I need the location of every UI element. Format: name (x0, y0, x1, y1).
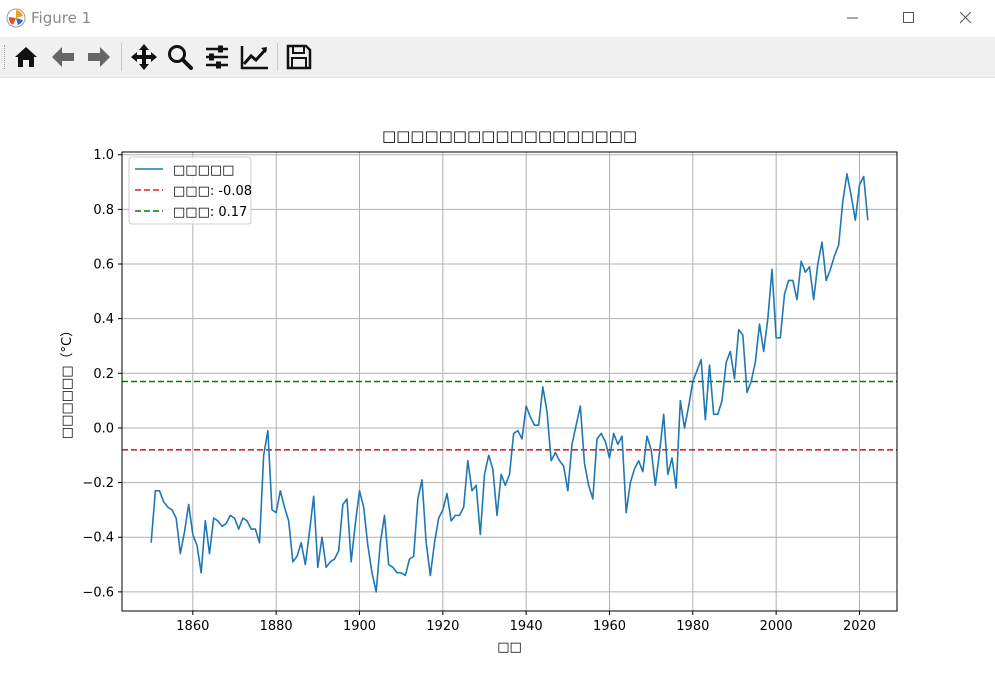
y-tick-label: −0.6 (82, 585, 114, 600)
navigation-toolbar (0, 37, 995, 78)
back-arrow-icon (52, 47, 74, 67)
y-tick-label: 0.0 (93, 421, 114, 436)
legend: □□□□□ □□□: -0.08 □□□: 0.17 (128, 156, 252, 225)
y-tick-label: 0.8 (93, 203, 114, 218)
home-button[interactable] (10, 41, 42, 73)
x-tick-label: 1860 (176, 619, 209, 634)
toolbar-separator (121, 43, 122, 71)
forward-button[interactable] (83, 41, 115, 73)
reference-lines (122, 380, 897, 451)
legend-label-temperature: □□□□□ (173, 163, 234, 178)
series-lines (150, 173, 869, 593)
x-tick-label: 2000 (760, 619, 793, 634)
minimize-button[interactable] (830, 0, 876, 36)
forward-arrow-icon (88, 47, 110, 67)
home-icon (15, 47, 37, 67)
y-axis-label: □□□□□□（°C） (60, 324, 75, 439)
legend-label-red-reference: □□□: -0.08 (173, 184, 252, 199)
toolbar-grip (4, 45, 7, 69)
x-axis-label: □□ (497, 640, 522, 655)
window-titlebar: Figure 1 (0, 0, 995, 36)
x-tick-label: 1940 (510, 619, 543, 634)
close-button[interactable] (943, 0, 989, 36)
y-tick-label: 0.2 (93, 367, 114, 382)
x-tick-label: 1960 (593, 619, 626, 634)
subplots-config-icon (206, 45, 228, 69)
toolbar-separator (277, 43, 278, 71)
x-tick-label: 1900 (343, 619, 376, 634)
figure-canvas[interactable]: 1860 1880 1900 1920 1940 1960 1980 2000 2020 −0.6… (0, 78, 995, 675)
window-title: Figure 1 (31, 9, 92, 27)
y-tick-label: 0.6 (93, 258, 114, 273)
axis-ticks: 1860 1880 1900 1920 1940 1960 1980 2000 2020 −0.6… (82, 148, 876, 634)
y-tick-label: 0.4 (93, 312, 114, 327)
x-tick-label: 1920 (426, 619, 459, 634)
edit-curves-icon (240, 46, 268, 70)
close-icon (960, 12, 972, 24)
axes-frame (121, 151, 898, 612)
maximize-button[interactable] (886, 0, 932, 36)
x-tick-label: 1880 (260, 619, 293, 634)
matplotlib-logo-icon (6, 8, 26, 28)
zoom-icon (168, 45, 193, 70)
legend-label-green-reference: □□□: 0.17 (173, 205, 247, 220)
zoom-button[interactable] (164, 41, 196, 73)
y-tick-label: 1.0 (93, 148, 114, 163)
y-tick-label: −0.2 (82, 476, 114, 491)
subplots-config-button[interactable] (201, 41, 233, 73)
edit-curves-button[interactable] (238, 41, 270, 73)
legend-box (128, 156, 252, 225)
maximize-icon (903, 12, 914, 23)
pan-button[interactable] (128, 41, 160, 73)
chart-title: □□□□□□□□□□□□□□□□□□ (382, 127, 637, 145)
pan-icon (131, 44, 157, 70)
x-tick-label: 2020 (843, 619, 876, 634)
minimize-icon (847, 17, 858, 19)
x-tick-label: 1980 (676, 619, 709, 634)
back-button[interactable] (47, 41, 79, 73)
save-button[interactable] (283, 41, 315, 73)
temperature-series-line (150, 173, 869, 593)
save-icon (286, 44, 312, 70)
y-tick-label: −0.4 (82, 531, 114, 546)
